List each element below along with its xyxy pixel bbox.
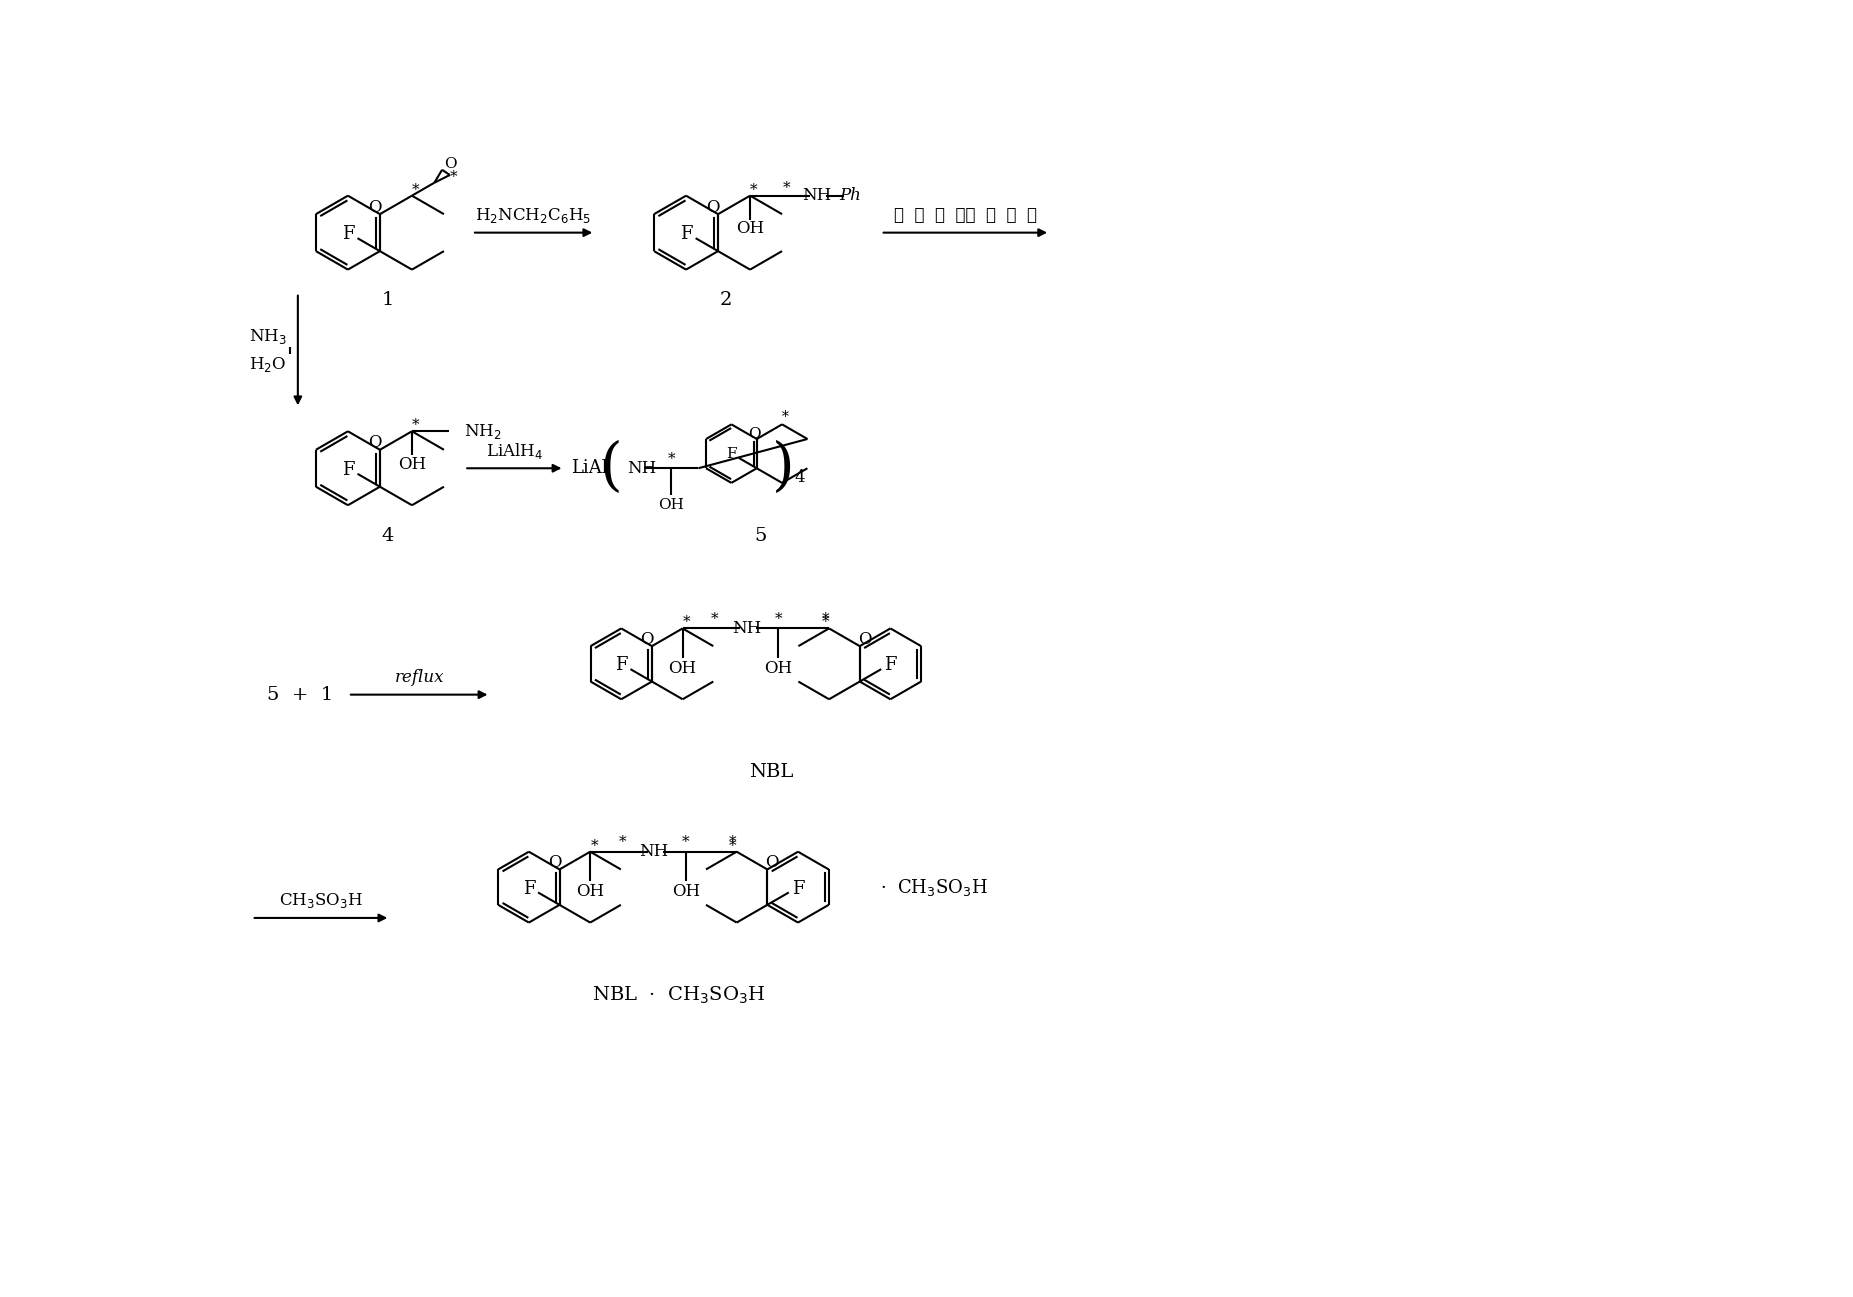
Text: *: *	[591, 839, 599, 852]
Text: NBL: NBL	[749, 764, 793, 781]
Text: NH: NH	[732, 620, 762, 637]
Text: *: *	[728, 839, 737, 852]
Text: O: O	[749, 427, 760, 441]
Text: NH: NH	[628, 459, 656, 477]
Text: OH: OH	[658, 498, 684, 512]
Text: *: *	[411, 418, 419, 432]
Text: NH: NH	[802, 187, 832, 204]
Text: OH: OH	[763, 660, 793, 677]
Text: 4: 4	[795, 470, 804, 486]
Text: F: F	[343, 226, 354, 244]
Text: NH$_2$: NH$_2$	[465, 422, 502, 441]
Text: LiAlH$_4$: LiAlH$_4$	[485, 441, 543, 462]
Text: O: O	[641, 632, 654, 648]
Text: *: *	[750, 183, 758, 197]
Text: ): )	[771, 440, 795, 497]
Text: 氢  供  给  体，  催  化  剂: 氢 供 给 体， 催 化 剂	[893, 208, 1038, 224]
Text: 5  +  1: 5 + 1	[267, 686, 334, 704]
Text: 1: 1	[382, 292, 395, 310]
Text: OH: OH	[736, 220, 763, 237]
Text: NH: NH	[639, 843, 669, 860]
Text: *: *	[667, 453, 674, 466]
Text: F: F	[884, 656, 897, 674]
Text: *: *	[784, 182, 791, 195]
Text: OH: OH	[669, 660, 697, 677]
Text: OH: OH	[673, 883, 700, 900]
Text: 4: 4	[382, 527, 395, 545]
Text: H$_2$O: H$_2$O	[248, 355, 287, 374]
Text: Ph: Ph	[839, 187, 862, 204]
Text: *: *	[712, 612, 719, 626]
Text: O: O	[765, 855, 778, 872]
Text: *: *	[619, 835, 626, 850]
Text: 5: 5	[754, 527, 767, 545]
Text: O: O	[443, 157, 456, 171]
Text: F: F	[791, 879, 804, 898]
Text: *: *	[821, 615, 828, 629]
Text: O: O	[858, 632, 871, 648]
Text: *: *	[775, 612, 782, 626]
Text: ·  CH$_3$SO$_3$H: · CH$_3$SO$_3$H	[880, 877, 988, 898]
Text: CH$_3$SO$_3$H: CH$_3$SO$_3$H	[280, 891, 363, 910]
Text: *: *	[450, 170, 458, 184]
Text: 2: 2	[719, 292, 732, 310]
Text: H$_2$NCH$_2$C$_6$H$_5$: H$_2$NCH$_2$C$_6$H$_5$	[476, 206, 591, 226]
Text: O: O	[548, 855, 561, 872]
Text: F: F	[343, 460, 354, 479]
Text: *: *	[782, 410, 789, 424]
Text: *: *	[682, 835, 689, 850]
Text: O: O	[367, 434, 382, 451]
Text: OH: OH	[398, 457, 426, 473]
Text: *: *	[821, 612, 828, 626]
Text: OH: OH	[576, 883, 604, 900]
Text: reflux: reflux	[395, 669, 445, 686]
Text: (: (	[599, 440, 623, 497]
Text: LiAl: LiAl	[571, 459, 608, 477]
Text: F: F	[523, 879, 536, 898]
Text: *: *	[728, 835, 737, 850]
Text: *: *	[411, 183, 419, 197]
Text: *: *	[682, 615, 691, 629]
Text: F: F	[680, 226, 693, 244]
Text: NBL  ·  CH$_3$SO$_3$H: NBL · CH$_3$SO$_3$H	[593, 984, 765, 1006]
Text: NH$_3$: NH$_3$	[248, 327, 287, 346]
Text: F: F	[615, 656, 628, 674]
Text: O: O	[706, 198, 719, 215]
Text: F: F	[726, 447, 736, 462]
Text: O: O	[367, 198, 382, 215]
